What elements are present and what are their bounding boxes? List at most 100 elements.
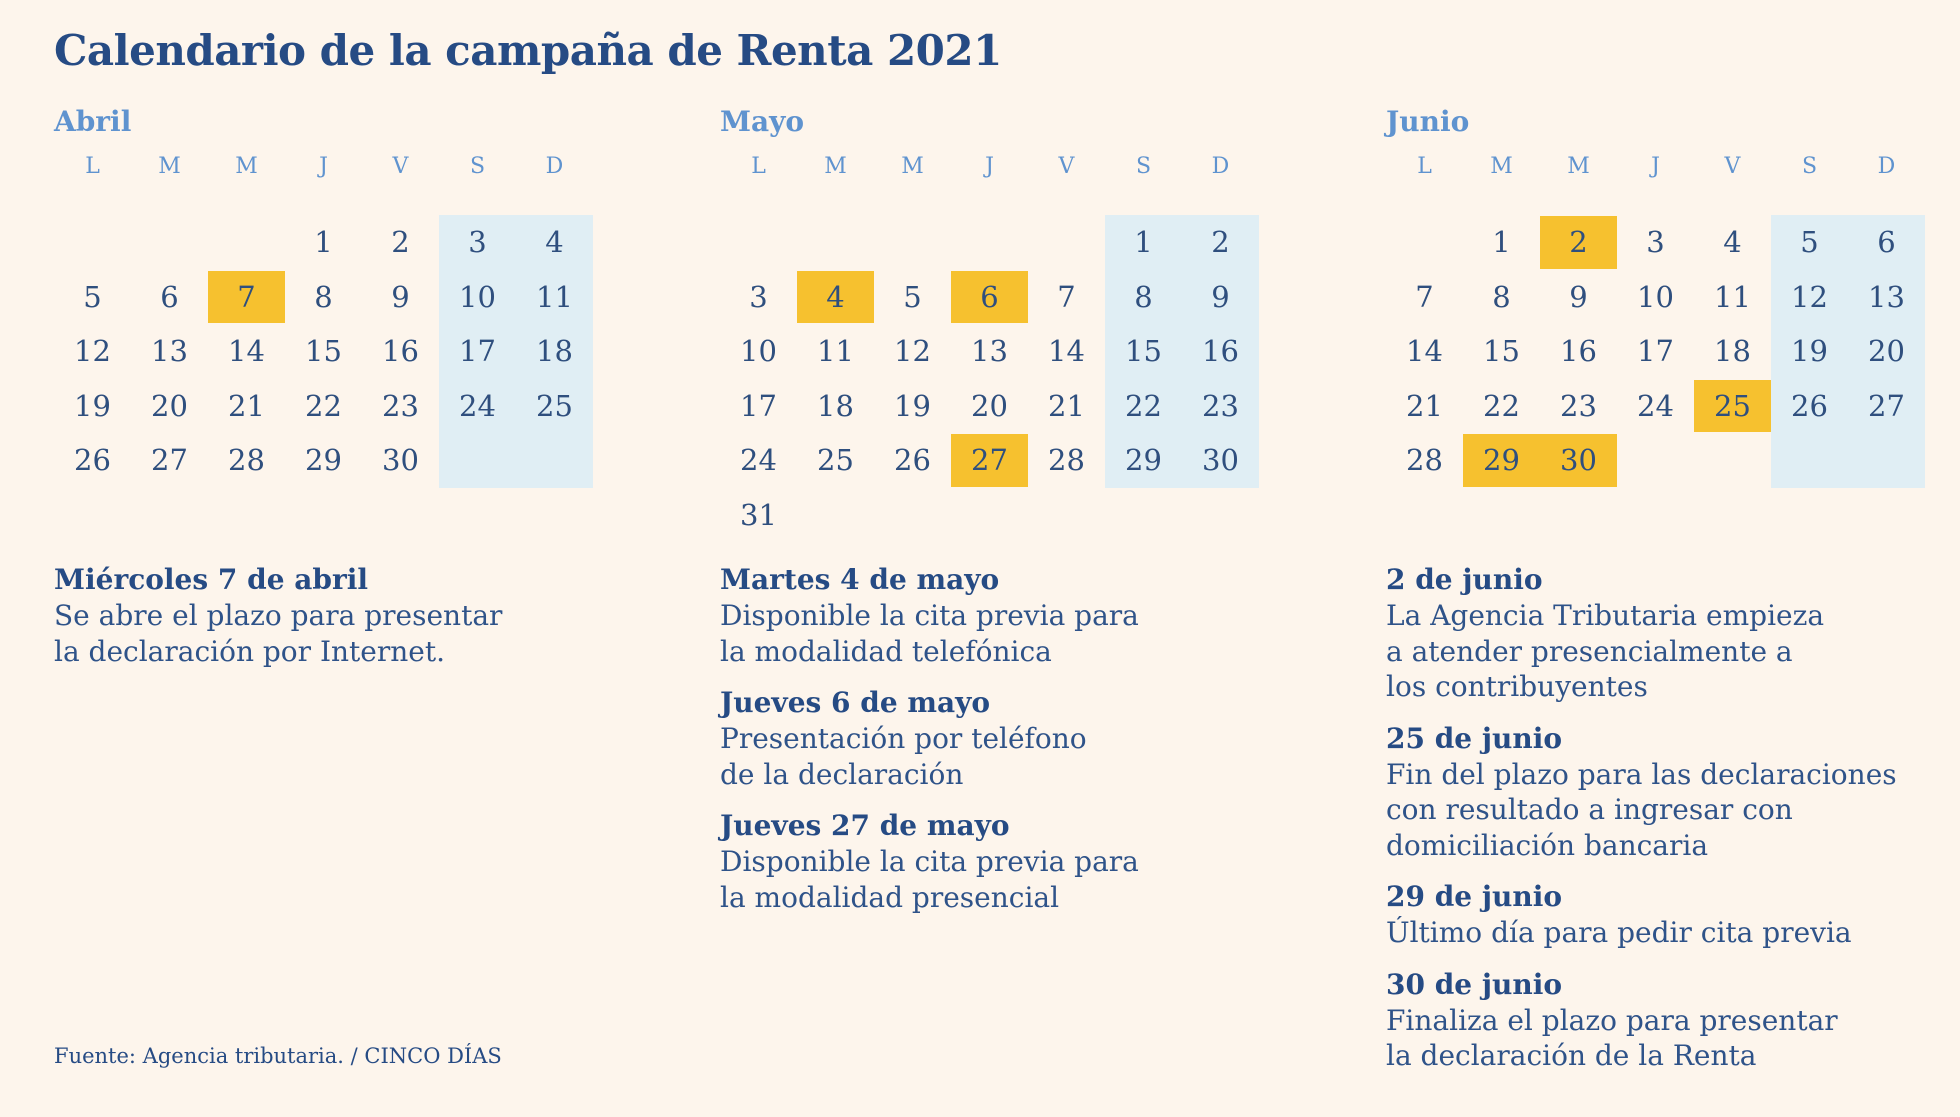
- day-number: 2: [1211, 225, 1230, 259]
- event-description-line: de la declaración: [720, 757, 964, 791]
- day-number: 26: [74, 443, 111, 477]
- day-cell: 11: [516, 269, 593, 324]
- event-item: Miércoles 7 de abril Se abre el plazo par…: [54, 562, 634, 669]
- day-number: 22: [1483, 388, 1520, 423]
- events-may: Martes 4 de mayo Disponible la cita previ…: [720, 562, 1300, 931]
- weekday-label: D: [1877, 154, 1896, 179]
- week-row: 24 25 26 27 28 29 30: [720, 433, 1260, 488]
- day-cell: 24: [439, 378, 516, 433]
- day-cell: 1: [1105, 215, 1182, 270]
- day-cell: 23: [362, 379, 439, 434]
- weekday-label: J: [985, 154, 994, 179]
- empty-day-cell: [1182, 488, 1259, 543]
- day-number: 12: [74, 334, 111, 368]
- event-date: 25 de junio: [1386, 721, 1563, 755]
- event-description-line: La Agencia Tributaria empieza: [1386, 599, 1825, 632]
- day-number: 5: [1800, 225, 1819, 259]
- day-cell: 16: [1540, 324, 1617, 379]
- week-row: 26 27 28 29 30: [54, 433, 594, 488]
- highlighted-day-cell: 6: [951, 270, 1028, 325]
- empty-day-cell: [516, 433, 593, 488]
- event-description-line: Último día para pedir cita previa: [1386, 916, 1852, 949]
- day-cell: 9: [1182, 269, 1259, 324]
- week-row: 7 8 9 10 11 12 13: [1386, 269, 1926, 325]
- event-description: Fin del plazo para las declaraciones con …: [1386, 757, 1960, 864]
- day-number: 17: [740, 388, 777, 423]
- day-cell: 23: [1540, 379, 1617, 434]
- event-description-line: Fin del plazo para las declaraciones: [1386, 757, 1897, 791]
- day-number: 1: [1134, 225, 1153, 259]
- day-cell: 26: [54, 433, 131, 488]
- day-number: 18: [817, 388, 854, 423]
- day-cell: 23: [1182, 378, 1259, 433]
- day-number: 18: [536, 334, 573, 368]
- day-number: 4: [545, 225, 564, 259]
- week-row: 19 20 21 22 23 24 25: [54, 378, 594, 434]
- day-number: 19: [74, 388, 111, 423]
- weekday-label: V: [1058, 154, 1075, 179]
- day-cell: 5: [874, 270, 951, 325]
- day-number: 7: [1415, 279, 1434, 314]
- weekday-label: J: [1651, 154, 1660, 179]
- event-item: 30 de junio Finaliza el plazo para presen…: [1386, 967, 1960, 1074]
- day-number: 25: [1714, 388, 1751, 423]
- highlighted-day-cell: 25: [1694, 379, 1771, 434]
- event-date: Jueves 27 de mayo: [720, 809, 1010, 842]
- day-number: 10: [1637, 279, 1674, 314]
- empty-day-cell: [131, 215, 208, 270]
- day-cell: 2: [1182, 215, 1259, 270]
- event-description: Disponible la cita previa para la modalid…: [720, 598, 1300, 669]
- day-cell: 3: [439, 215, 516, 270]
- day-number: 3: [749, 279, 768, 314]
- event-item: 2 de junio La Agencia Tributaria empieza a…: [1386, 562, 1960, 705]
- day-cell: 21: [1386, 379, 1463, 434]
- day-cell: 19: [54, 379, 131, 434]
- event-item: Jueves 6 de mayo Presentación por teléfon…: [720, 685, 1300, 792]
- day-number: 10: [740, 334, 777, 368]
- weekday-label: D: [1211, 154, 1230, 179]
- weekday-label: M: [235, 154, 258, 179]
- day-number: 18: [1714, 334, 1751, 368]
- day-number: 7: [237, 279, 256, 314]
- day-number: 26: [894, 443, 931, 477]
- day-number: 23: [1202, 388, 1239, 423]
- weekday-label: L: [751, 154, 766, 179]
- highlighted-day-cell: 7: [208, 270, 285, 325]
- empty-day-cell: [208, 215, 285, 270]
- day-cell: 25: [797, 433, 874, 488]
- event-description-line: domiciliación bancaria: [1386, 828, 1709, 862]
- empty-day-cell: [720, 215, 797, 270]
- day-cell: 22: [1463, 379, 1540, 434]
- events-june: 2 de junio La Agencia Tributaria empieza a…: [1386, 562, 1960, 1090]
- week-row: 17 18 19 20 21 22 23: [720, 378, 1260, 433]
- day-cell: 9: [1540, 270, 1617, 325]
- day-cell: 2: [362, 215, 439, 270]
- day-number: 11: [1714, 279, 1751, 314]
- event-description-line: con resultado a ingresar con: [1386, 793, 1793, 826]
- day-number: 8: [314, 279, 333, 314]
- day-number: 6: [1877, 225, 1896, 259]
- weekday-label: L: [85, 154, 100, 179]
- day-cell: 31: [720, 488, 797, 543]
- event-description-line: la modalidad presencial: [720, 880, 1060, 914]
- day-number: 14: [1048, 334, 1085, 368]
- weekday-label: M: [824, 154, 847, 179]
- day-number: 4: [826, 279, 845, 314]
- event-description-line: la modalidad telefónica: [720, 634, 1052, 668]
- empty-day-cell: [951, 488, 1028, 543]
- day-number: 17: [459, 334, 496, 368]
- source-note: Fuente: Agencia tributaria. / CINCO DÍAS: [54, 1044, 502, 1068]
- empty-day-cell: [54, 215, 131, 270]
- day-cell: 6: [131, 270, 208, 325]
- day-number: 8: [1492, 279, 1511, 314]
- day-cell: 27: [131, 433, 208, 488]
- day-number: 30: [1202, 443, 1239, 477]
- month-may: Mayo L M M J V S D 1 2 3 4 5 6 7 8 9 10 11 12 13 14 15 16 17 18 19…: [720, 105, 1260, 542]
- week-row: 21 22 23 24 25 26 27: [1386, 378, 1926, 434]
- day-number: 15: [1125, 334, 1162, 368]
- day-cell: 12: [1771, 269, 1848, 324]
- day-number: 2: [1569, 225, 1588, 259]
- day-number: 25: [817, 443, 854, 477]
- day-cell: 8: [285, 270, 362, 325]
- day-cell: 18: [1694, 324, 1771, 379]
